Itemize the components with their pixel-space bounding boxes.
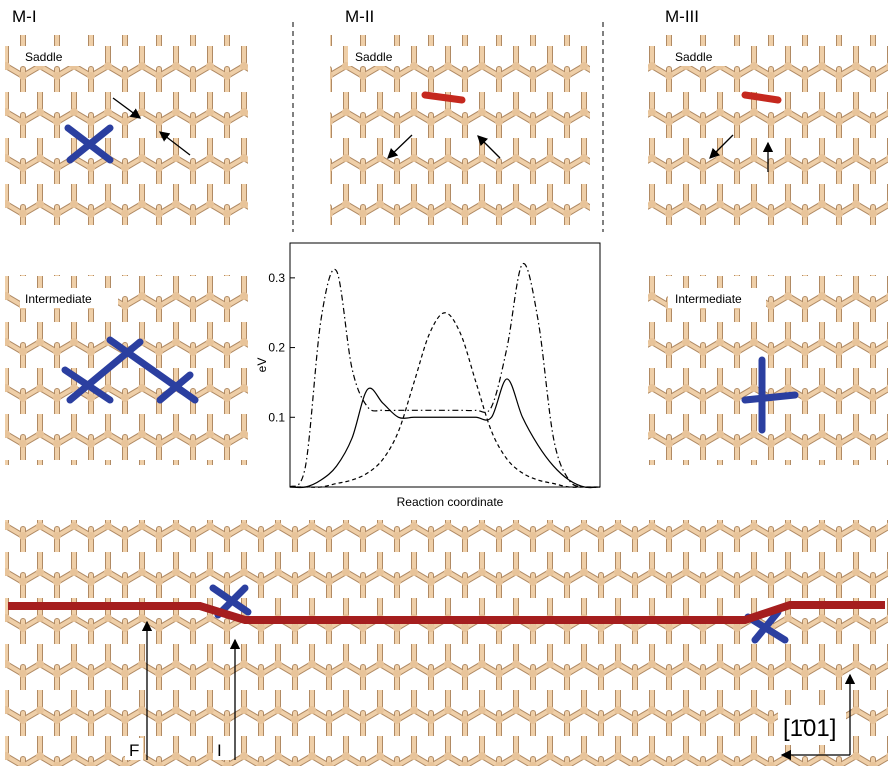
state-label: Saddle xyxy=(25,50,63,64)
state-label: Saddle xyxy=(675,50,713,64)
y-tick-label: 0.2 xyxy=(268,341,285,355)
tag-box xyxy=(213,738,231,760)
panel-label: M-III xyxy=(665,7,699,26)
state-label: F xyxy=(129,741,139,760)
plot-frame xyxy=(290,243,600,487)
panel-label: M-II xyxy=(345,7,374,26)
state-label: Intermediate xyxy=(675,292,742,306)
state-label: Saddle xyxy=(355,50,393,64)
panel-label: M-I xyxy=(12,7,37,26)
figure: M-I M-II M-III Saddle Saddle Saddle Inte… xyxy=(0,0,889,766)
y-axis-label: eV xyxy=(255,358,269,373)
state-label: I xyxy=(217,741,222,760)
state-label: Intermediate xyxy=(25,292,92,306)
y-tick-label: 0.1 xyxy=(268,410,285,424)
x-axis-label: Reaction coordinate xyxy=(397,495,504,509)
direction-label: [1̄01] xyxy=(783,715,836,742)
energy-chart: Reaction coordinate eV 0.1 0.2 0.3 xyxy=(255,243,600,509)
y-tick-label: 0.3 xyxy=(268,271,285,285)
